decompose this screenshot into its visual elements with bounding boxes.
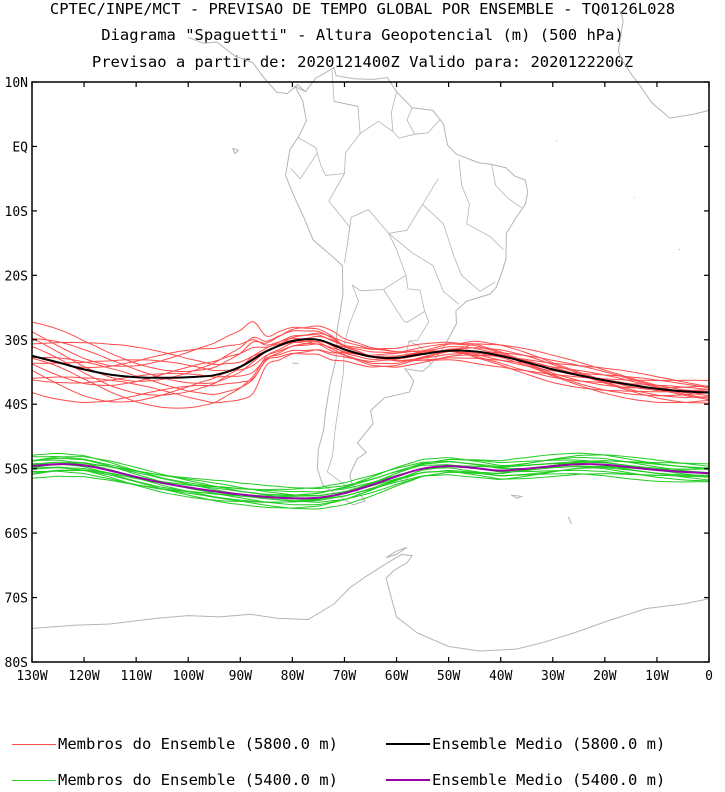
x-tick-label: 50W [437,669,461,684]
country-border [390,91,441,139]
x-tick-label: 20W [593,669,617,684]
x-tick-label: 60W [385,669,409,684]
mean-line-5800 [31,338,710,394]
south-america-coast [285,67,529,506]
x-tick-label: 40W [489,669,513,684]
member-line-5400-13 [31,456,710,496]
y-tick-label: 50S [5,463,28,478]
legend-swatch-green [12,779,56,781]
y-tick-label: 70S [5,592,28,607]
africa-coast [617,10,710,119]
plot-border [31,81,710,663]
y-tick-label: 10S [5,205,28,220]
member-line-5400-14 [31,452,710,491]
x-axis: 130W 120W 110W 100W 90W 80W 70W 60W 50W 40W 30W 20W… [16,82,713,684]
country-border [359,120,394,134]
legend-label-members-5400: Membros do Ensemble (5400.0 m) [58,771,338,789]
island-coast [292,362,299,365]
member-line-5800-13 [31,335,710,382]
x-tick-label: 0 [705,669,713,684]
country-border [458,159,504,250]
legend-label-mean-5800: Ensemble Medio (5800.0 m) [432,735,666,753]
country-border [388,178,439,234]
y-axis: 10N EQ 10S 20S 30S 40S 50S 60S 70S 80S [5,76,709,671]
country-border [422,204,462,276]
country-border [383,275,426,323]
member-line-5800-1 [31,350,710,404]
country-border [388,233,460,305]
island-coast [232,147,240,155]
legend-item-members-5400: Membros do Ensemble (5400.0 m) [12,771,338,789]
y-tick-label: 40S [5,398,28,413]
member-line-5800-4 [31,341,710,404]
x-tick-label: 100W [173,669,204,684]
member-line-5800-10 [31,332,710,389]
island-coast [567,516,572,525]
mean-line-5400 [31,463,710,500]
x-tick-label: 90W [229,669,253,684]
island-coast [385,546,408,559]
central-america-coast [188,37,306,95]
plot-frame [31,81,710,663]
legend-swatch-black [386,743,430,745]
country-border [404,311,430,360]
ensemble-members [31,321,710,510]
island-coast [510,494,524,499]
y-tick-label: 80S [5,656,28,671]
legend-item-members-5800: Membros do Ensemble (5800.0 m) [12,735,338,753]
country-border [406,107,416,135]
country-border [328,173,351,263]
y-tick-label: 60S [5,527,28,542]
y-tick-label: EQ [12,140,28,155]
legend-swatch-purple [386,779,430,781]
country-border [491,164,522,209]
x-tick-label: 70W [333,669,357,684]
chart-title-line-2: Diagrama "Spaguetti" - Altura Geopotenci… [101,26,624,44]
legend-swatch-red [12,743,56,745]
y-tick-label: 20S [5,269,28,284]
country-border [461,274,496,292]
x-tick-label: 30W [541,669,565,684]
member-line-5800-3 [31,339,710,409]
chart-title-line-3: Previsao a partir de: 2020121400Z Valido… [91,53,634,71]
legend-item-mean-5400: Ensemble Medio (5400.0 m) [386,771,665,789]
coastline-map [31,10,710,652]
island-coast [555,140,558,142]
y-tick-label: 10N [5,76,28,91]
chart-title-line-1: CPTEC/INPE/MCT - PREVISAO DE TEMPO GLOBA… [49,0,676,18]
legend-label-members-5800: Membros do Ensemble (5800.0 m) [58,735,338,753]
antarctica-coast [31,553,710,652]
country-border [326,284,359,491]
legend-item-mean-5800: Ensemble Medio (5800.0 m) [386,735,665,753]
member-line-5400-15 [31,452,710,490]
member-line-5800-9 [31,343,710,389]
ensemble-means [31,338,710,500]
legend-label-mean-5400: Ensemble Medio (5400.0 m) [432,771,666,789]
country-border [290,152,318,180]
member-line-5800-5 [31,346,710,397]
island-coast [633,197,635,199]
x-tick-label: 130W [16,669,47,684]
x-tick-label: 110W [120,669,151,684]
x-tick-label: 80W [281,669,305,684]
country-border [346,209,407,292]
x-tick-label: 10W [645,669,669,684]
country-border [333,100,359,107]
country-border [297,70,361,176]
y-tick-label: 30S [5,334,28,349]
x-tick-label: 120W [68,669,99,684]
island-coast [678,248,681,251]
